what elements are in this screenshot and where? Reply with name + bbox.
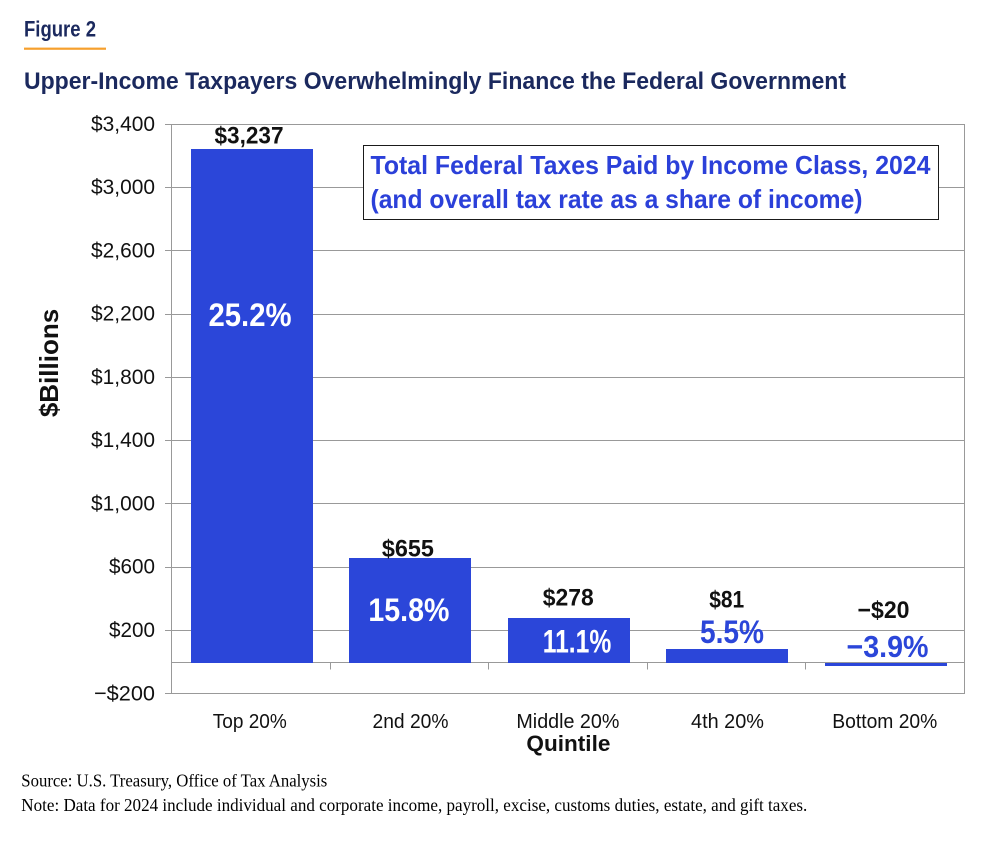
svg-text:11.1%: 11.1% [543, 623, 612, 659]
svg-text:Bottom 20%: Bottom 20% [832, 710, 937, 733]
svg-text:Top 20%: Top 20% [213, 710, 287, 733]
svg-text:5.5%: 5.5% [700, 614, 764, 650]
svg-text:$3,237: $3,237 [215, 123, 284, 150]
svg-text:Upper-Income Taxpayers Overwhe: Upper-Income Taxpayers Overwhelmingly Fi… [24, 68, 846, 95]
svg-text:15.8%: 15.8% [368, 592, 449, 628]
svg-text:Source: U.S. Treasury, Office: Source: U.S. Treasury, Office of Tax Ana… [21, 770, 327, 790]
svg-text:Note: Data for 2024 include in: Note: Data for 2024 include individual a… [21, 795, 807, 815]
svg-text:2nd 20%: 2nd 20% [373, 710, 449, 733]
svg-text:25.2%: 25.2% [209, 297, 292, 333]
svg-text:$200: $200 [109, 618, 155, 642]
svg-text:$3,400: $3,400 [91, 112, 155, 136]
svg-text:$600: $600 [109, 555, 155, 579]
svg-text:Quintile: Quintile [526, 731, 610, 756]
svg-text:Total Federal Taxes Paid by In: Total Federal Taxes Paid by Income Class… [371, 150, 932, 180]
svg-text:$1,000: $1,000 [91, 491, 155, 515]
svg-text:$Billions: $Billions [34, 309, 64, 417]
svg-text:$2,200: $2,200 [91, 302, 155, 326]
svg-text:$655: $655 [382, 535, 434, 562]
svg-text:$2,600: $2,600 [91, 238, 155, 262]
svg-text:Middle 20%: Middle 20% [516, 710, 619, 733]
svg-text:$1,800: $1,800 [91, 365, 155, 389]
svg-text:−3.9%: −3.9% [847, 630, 929, 664]
svg-text:4th 20%: 4th 20% [691, 710, 764, 733]
svg-text:$81: $81 [709, 586, 744, 613]
svg-text:Figure 2: Figure 2 [24, 16, 96, 41]
svg-text:−$20: −$20 [858, 597, 910, 624]
svg-text:$1,400: $1,400 [91, 428, 155, 452]
svg-text:(and overall tax rate as a sha: (and overall tax rate as a share of inco… [371, 184, 863, 214]
svg-text:−$200: −$200 [94, 681, 155, 705]
svg-text:$278: $278 [543, 585, 594, 612]
svg-text:$3,000: $3,000 [91, 175, 155, 199]
